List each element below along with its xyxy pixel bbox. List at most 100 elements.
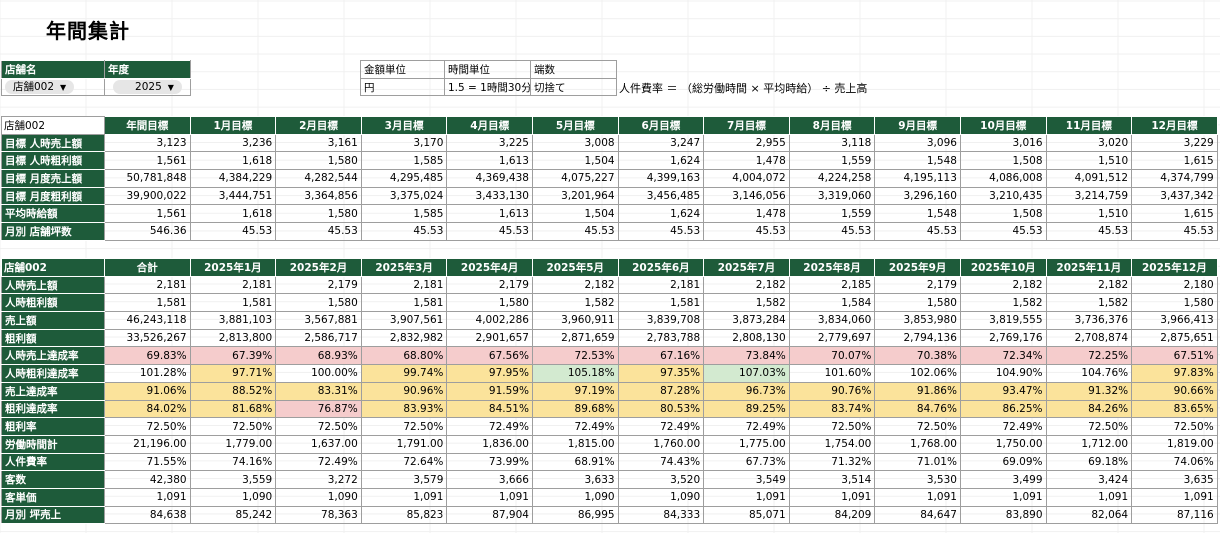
table-cell[interactable]: 1,559 (788, 151, 876, 171)
table-cell[interactable]: 72.49% (617, 417, 705, 436)
table-cell[interactable]: 1,582 (531, 293, 619, 313)
table-cell[interactable]: 100.00% (275, 364, 362, 383)
table-cell[interactable]: 1,508 (959, 151, 1047, 171)
table-cell[interactable]: 2,181 (617, 275, 705, 295)
table-cell[interactable]: 546.36 (104, 222, 191, 241)
table-cell[interactable]: 72.50% (275, 417, 362, 436)
table-cell[interactable]: 45.53 (446, 222, 533, 241)
table-cell[interactable]: 90.76% (788, 381, 876, 401)
table-cell[interactable]: 2,179 (874, 275, 961, 295)
table-cell[interactable]: 72.49% (446, 417, 533, 436)
table-cell[interactable]: 72.49% (959, 417, 1047, 436)
table-cell[interactable]: 2,182 (531, 275, 619, 295)
table-cell[interactable]: 3,437,342 (1131, 186, 1218, 206)
table-cell[interactable]: 1,510 (1045, 204, 1133, 224)
table-cell[interactable]: 1,613 (446, 204, 533, 224)
table-cell[interactable]: 1,760.00 (617, 434, 705, 454)
table-cell[interactable]: 1,580 (874, 293, 961, 313)
table-cell[interactable]: 1,561 (104, 204, 191, 224)
table-cell[interactable]: 3,567,881 (275, 311, 362, 330)
table-cell[interactable]: 3,247 (617, 133, 705, 153)
table-cell[interactable]: 91.86% (874, 381, 961, 401)
table-cell[interactable]: 1,582 (959, 293, 1047, 313)
table-cell[interactable]: 1,581 (617, 293, 705, 313)
table-cell[interactable]: 1,091 (703, 487, 790, 507)
table-cell[interactable]: 2,901,657 (446, 328, 533, 348)
table-cell[interactable]: 73.99% (446, 452, 533, 472)
table-cell[interactable]: 3,296,160 (874, 186, 961, 206)
table-cell[interactable]: 3,456,485 (617, 186, 705, 206)
table-cell[interactable]: 2,182 (959, 275, 1047, 295)
table-cell[interactable]: 99.74% (360, 364, 448, 383)
table-cell[interactable]: 1,478 (703, 151, 790, 171)
table-cell[interactable]: 1,091 (104, 487, 191, 507)
table-cell[interactable]: 1,836.00 (446, 434, 533, 454)
table-cell[interactable]: 3,210,435 (959, 186, 1047, 206)
table-cell[interactable]: 72.50% (874, 417, 961, 436)
table-cell[interactable]: 46,243,118 (104, 311, 191, 330)
table-cell[interactable]: 4,369,438 (446, 169, 533, 188)
table-cell[interactable]: 73.84% (703, 346, 790, 366)
table-cell[interactable]: 84.26% (1045, 399, 1133, 419)
table-cell[interactable]: 1,613 (446, 151, 533, 171)
table-cell[interactable]: 74.16% (189, 452, 277, 472)
table-cell[interactable]: 90.96% (360, 381, 448, 401)
table-cell[interactable]: 72.49% (703, 417, 790, 436)
table-cell[interactable]: 91.06% (104, 381, 191, 401)
table-cell[interactable]: 72.49% (275, 452, 362, 472)
table-cell[interactable]: 3,549 (703, 470, 790, 489)
table-cell[interactable]: 1,580 (1131, 293, 1218, 313)
table-cell[interactable]: 1,504 (531, 151, 619, 171)
table-cell[interactable]: 3,633 (531, 470, 619, 489)
table-cell[interactable]: 1,580 (275, 293, 362, 313)
table-cell[interactable]: 96.73% (703, 381, 790, 401)
store-select[interactable]: 店舗002 ▼ (1, 77, 105, 97)
table-cell[interactable]: 4,399,163 (617, 169, 705, 188)
table-cell[interactable]: 80.53% (617, 399, 705, 419)
table-cell[interactable]: 1,582 (1045, 293, 1133, 313)
table-cell[interactable]: 1,750.00 (959, 434, 1047, 454)
table-cell[interactable]: 1,585 (360, 151, 448, 171)
table-cell[interactable]: 71.32% (788, 452, 876, 472)
table-cell[interactable]: 70.07% (788, 346, 876, 366)
table-cell[interactable]: 21,196.00 (104, 434, 191, 454)
table-cell[interactable]: 71.55% (104, 452, 191, 472)
table-cell[interactable]: 68.91% (531, 452, 619, 472)
table-cell[interactable]: 104.90% (959, 364, 1047, 383)
table-cell[interactable]: 90.66% (1131, 381, 1218, 401)
table-cell[interactable]: 1,712.00 (1045, 434, 1133, 454)
table-cell[interactable]: 3,444,751 (189, 186, 277, 206)
table-cell[interactable]: 83.31% (275, 381, 362, 401)
table-cell[interactable]: 3,236 (189, 133, 277, 153)
table-cell[interactable]: 3,123 (104, 133, 191, 153)
table-cell[interactable]: 74.06% (1131, 452, 1218, 472)
table-cell[interactable]: 69.09% (959, 452, 1047, 472)
table-cell[interactable]: 45.53 (617, 222, 705, 241)
table-cell[interactable]: 45.53 (1045, 222, 1133, 241)
table-cell[interactable]: 3,514 (788, 470, 876, 489)
table-cell[interactable]: 102.06% (874, 364, 961, 383)
table-cell[interactable]: 1,090 (617, 487, 705, 507)
table-cell[interactable]: 84,209 (788, 505, 876, 525)
table-cell[interactable]: 3,008 (531, 133, 619, 153)
table-cell[interactable]: 1,580 (446, 293, 533, 313)
table-cell[interactable]: 83.93% (360, 399, 448, 419)
table-cell[interactable]: 45.53 (1131, 222, 1218, 241)
table-cell[interactable]: 97.19% (531, 381, 619, 401)
table-cell[interactable]: 1,091 (1045, 487, 1133, 507)
table-cell[interactable]: 3,375,024 (360, 186, 448, 206)
rounding-value[interactable]: 切捨て (530, 77, 617, 97)
table-cell[interactable]: 1,091 (360, 487, 448, 507)
table-cell[interactable]: 2,586,717 (275, 328, 362, 348)
table-cell[interactable]: 1,580 (275, 151, 362, 171)
table-cell[interactable]: 67.56% (446, 346, 533, 366)
table-cell[interactable]: 87.28% (617, 381, 705, 401)
table-cell[interactable]: 68.80% (360, 346, 448, 366)
table-cell[interactable]: 3,834,060 (788, 311, 876, 330)
table-cell[interactable]: 97.35% (617, 364, 705, 383)
table-cell[interactable]: 1,091 (874, 487, 961, 507)
table-cell[interactable]: 84.51% (446, 399, 533, 419)
table-cell[interactable]: 67.39% (189, 346, 277, 366)
table-cell[interactable]: 3,201,964 (531, 186, 619, 206)
table-cell[interactable]: 104.76% (1045, 364, 1133, 383)
